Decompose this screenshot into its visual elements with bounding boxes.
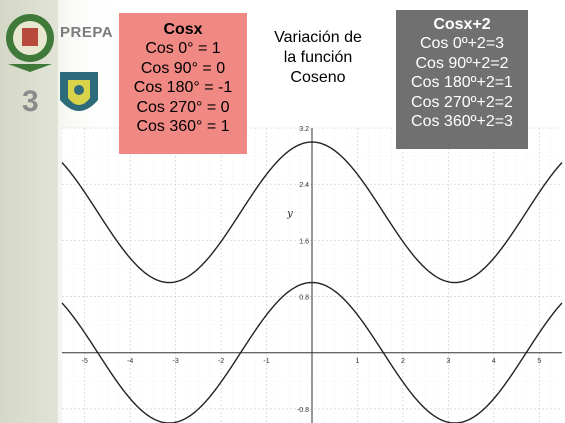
x-tick-label: 4: [492, 358, 496, 365]
cosx-info-box: Cosx Cos 0° = 1 Cos 90° = 0 Cos 180° = -…: [119, 13, 247, 154]
x-tick-label: -5: [82, 358, 88, 365]
cosx-plus-2-info-box: Cosx+2 Cos 0º+2=3 Cos 90º+2=2 Cos 180º+2…: [396, 10, 528, 149]
y-tick-label: -0.8: [297, 407, 309, 414]
x-tick-label: 2: [401, 358, 405, 365]
y-tick-label: 0.8: [299, 295, 309, 302]
y-tick-label: 2.4: [299, 182, 309, 189]
cosx-plus-2-value-line: Cos 360º+2=3: [411, 113, 513, 131]
school-logo: PREPA 3: [0, 0, 130, 130]
x-tick-label: -2: [218, 358, 224, 365]
x-tick-label: -4: [127, 358, 133, 365]
cosx-box-title: Cosx: [163, 21, 203, 38]
cosx-value-line: Cos 180° = -1: [133, 79, 233, 97]
y-tick-label: 3.2: [299, 126, 309, 133]
slide-title-line: Variación de: [274, 29, 362, 46]
cosx-plus-2-value-line: Cos 270º+2=2: [411, 93, 513, 111]
cosx-value-line: Cos 360° = 1: [136, 118, 230, 136]
x-tick-label: 1: [356, 358, 360, 365]
slide-title: Variación de la función Coseno: [258, 28, 378, 88]
cosx-value-line: Cos 270° = 0: [136, 98, 230, 116]
series-line-cosx: [61, 281, 563, 423]
cosx-plus-2-box-title: Cosx+2: [433, 16, 491, 33]
cosx-value-line: Cos 0° = 1: [145, 40, 221, 58]
slide-title-line: la función: [283, 49, 353, 66]
slide-title-line: Coseno: [290, 69, 346, 86]
series-line-cosx-plus-2: [61, 141, 563, 284]
emblem-icon: [6, 14, 98, 111]
cosx-plus-2-value-line: Cos 90º+2=2: [415, 54, 509, 72]
school-number: 3: [22, 85, 39, 118]
cosx-value-line: Cos 90° = 0: [140, 59, 226, 77]
brand-text: PREPA: [60, 24, 114, 41]
x-tick-label: 5: [537, 358, 541, 365]
y-axis-label: y: [286, 208, 293, 219]
cosx-plus-2-value-line: Cos 180º+2=1: [411, 74, 513, 92]
cosx-plus-2-value-line: Cos 0º+2=3: [419, 35, 505, 53]
x-tick-label: -1: [263, 358, 269, 365]
y-tick-label: 1.6: [299, 238, 309, 245]
x-tick-label: 3: [446, 358, 450, 365]
x-tick-label: -3: [173, 358, 179, 365]
